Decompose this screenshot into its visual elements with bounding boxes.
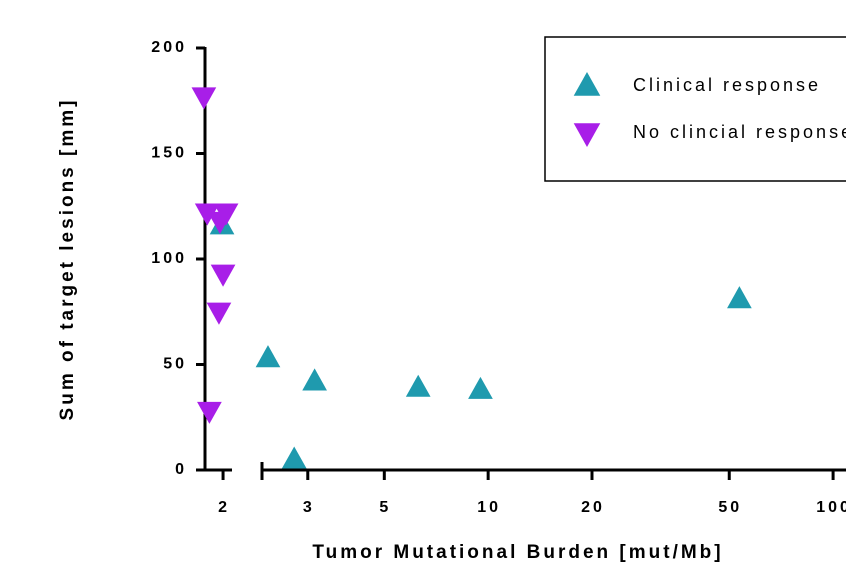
y-tick-label: 50 — [163, 356, 187, 373]
legend-label: No clincial response — [633, 122, 846, 142]
x-tick-label: 50 — [718, 499, 742, 516]
y-tick-label: 200 — [151, 39, 187, 56]
point — [194, 203, 220, 226]
point — [191, 87, 217, 110]
x-tick-label: 2 — [218, 499, 230, 516]
legend-marker — [573, 123, 601, 147]
point — [281, 446, 307, 469]
point — [197, 401, 222, 424]
y-tick-label: 150 — [151, 145, 187, 162]
x-tick-label: 3 — [303, 499, 315, 516]
point — [405, 374, 431, 397]
legend-label: Clinical response — [633, 75, 821, 95]
legend-marker — [573, 72, 601, 96]
point — [302, 368, 327, 391]
point — [207, 211, 233, 235]
y-tick-label: 100 — [151, 250, 187, 267]
x-tick-label: 100 — [816, 499, 846, 516]
x-tick-label: 10 — [477, 499, 501, 516]
y-tick-label: 0 — [175, 461, 187, 478]
y-axis-label: Sum of target lesions [mm] — [57, 98, 78, 421]
x-tick-label: 5 — [379, 499, 391, 516]
point — [727, 286, 752, 309]
legend-box — [544, 36, 846, 182]
point — [255, 345, 281, 368]
point — [210, 264, 236, 287]
point — [206, 302, 232, 325]
point — [468, 376, 493, 399]
x-axis-label: Tumor Mutational Burden [mut/Mb] — [312, 542, 723, 563]
x-tick-label: 20 — [581, 499, 605, 516]
